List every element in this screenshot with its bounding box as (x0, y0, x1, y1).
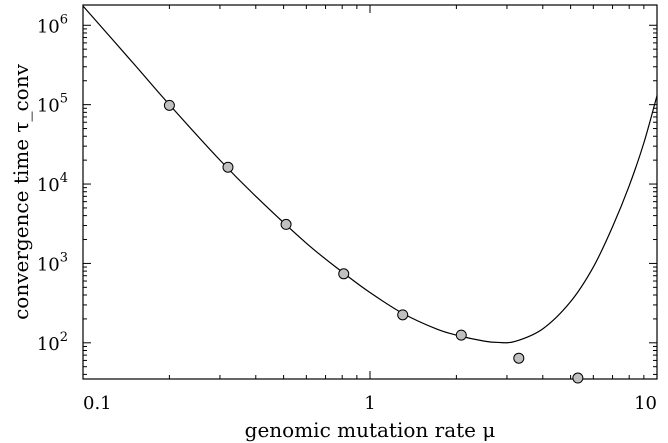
fit-curve-layer (82, 5, 658, 344)
y-tick-label: 105 (37, 92, 68, 117)
y-tick-label: 103 (37, 250, 68, 275)
data-point (397, 309, 409, 321)
x-tick-label: 1 (364, 393, 375, 414)
data-point (222, 161, 234, 173)
plot-frame (82, 4, 658, 380)
data-points-layer (163, 99, 584, 384)
y-tick-label: 104 (37, 171, 68, 196)
data-point (280, 218, 292, 230)
x-tick-label: 10 (634, 393, 657, 414)
x-tick-labels: 0.1 1 10 (83, 393, 657, 414)
y-tick-label: 102 (37, 330, 68, 355)
y-axis-title: convergence time τ_conv (9, 63, 33, 320)
data-point (163, 99, 175, 111)
tick-marks (82, 5, 657, 379)
x-tick-label: 0.1 (83, 393, 112, 414)
y-tick-label: 106 (37, 12, 68, 37)
data-point (455, 329, 467, 341)
data-point (338, 268, 350, 280)
data-point (513, 352, 525, 364)
data-point (572, 372, 584, 384)
y-tick-labels: 102 103 104 105 106 (37, 12, 68, 355)
x-axis-title: genomic mutation rate μ (245, 418, 496, 442)
fit-curve (82, 5, 658, 344)
